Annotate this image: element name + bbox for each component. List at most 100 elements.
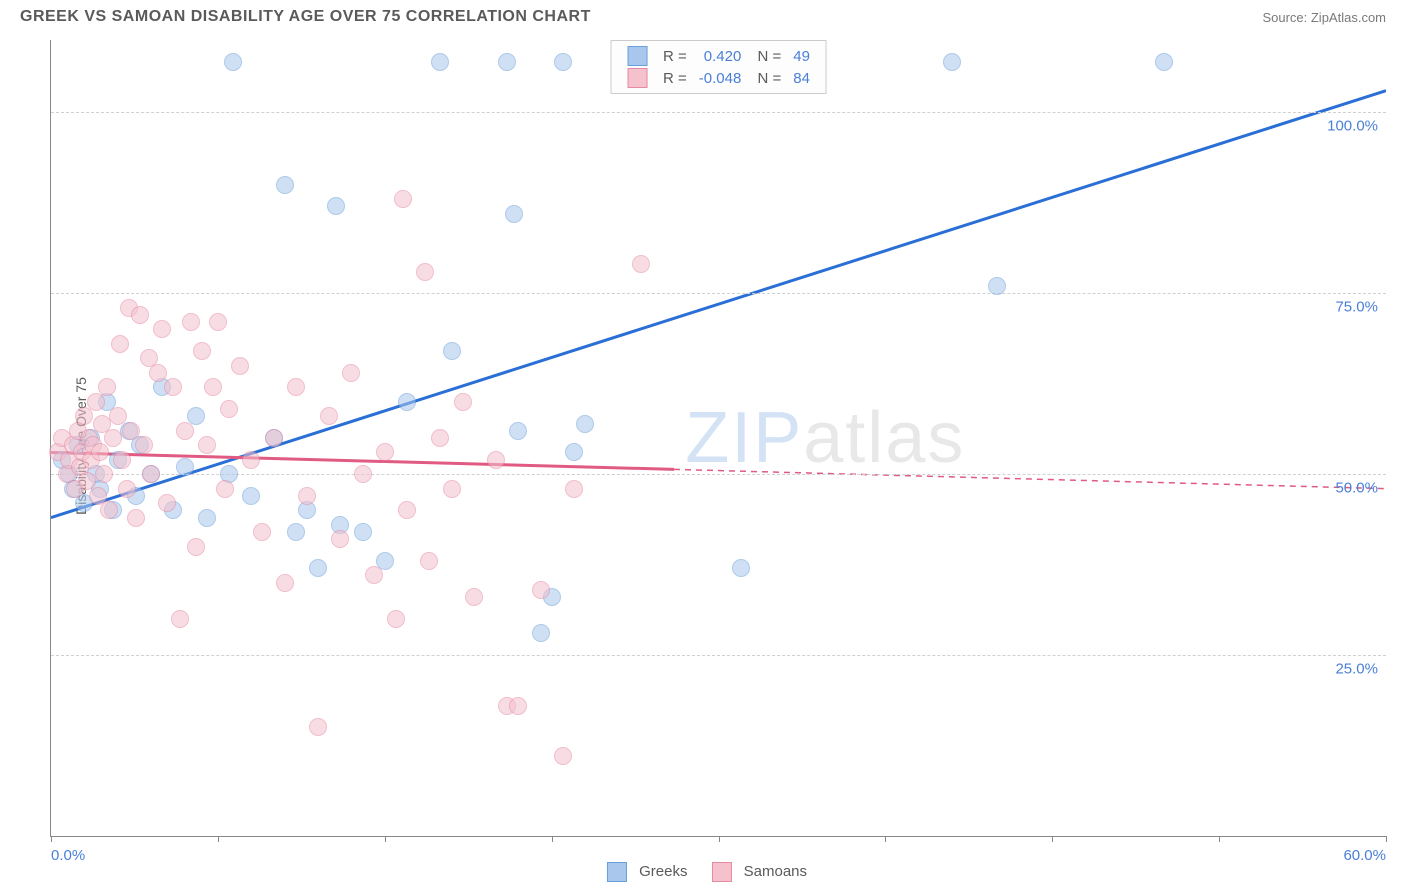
gridline bbox=[51, 293, 1386, 294]
data-point bbox=[164, 378, 182, 396]
data-point bbox=[122, 422, 140, 440]
data-point bbox=[224, 53, 242, 71]
data-point bbox=[95, 465, 113, 483]
data-point bbox=[398, 393, 416, 411]
data-point bbox=[465, 588, 483, 606]
gridline bbox=[51, 112, 1386, 113]
data-point bbox=[354, 465, 372, 483]
data-point bbox=[231, 357, 249, 375]
data-point bbox=[443, 342, 461, 360]
data-point bbox=[988, 277, 1006, 295]
data-point bbox=[331, 530, 349, 548]
data-point bbox=[187, 538, 205, 556]
data-point bbox=[91, 443, 109, 461]
data-point bbox=[100, 501, 118, 519]
data-point bbox=[576, 415, 594, 433]
data-point bbox=[75, 407, 93, 425]
data-point bbox=[532, 581, 550, 599]
data-point bbox=[431, 429, 449, 447]
y-tick-label: 25.0% bbox=[1335, 661, 1378, 678]
data-point bbox=[376, 443, 394, 461]
data-point bbox=[198, 436, 216, 454]
legend-item: Greeks bbox=[599, 863, 688, 880]
data-point bbox=[554, 53, 572, 71]
data-point bbox=[394, 190, 412, 208]
data-point bbox=[365, 566, 383, 584]
data-point bbox=[176, 458, 194, 476]
data-point bbox=[431, 53, 449, 71]
data-point bbox=[420, 552, 438, 570]
data-point bbox=[265, 429, 283, 447]
data-point bbox=[565, 480, 583, 498]
data-point bbox=[298, 487, 316, 505]
data-point bbox=[320, 407, 338, 425]
legend-item: Samoans bbox=[703, 863, 807, 880]
x-tick bbox=[218, 836, 219, 842]
gridline bbox=[51, 655, 1386, 656]
data-point bbox=[127, 509, 145, 527]
x-tick bbox=[552, 836, 553, 842]
data-point bbox=[309, 718, 327, 736]
y-tick-label: 50.0% bbox=[1335, 480, 1378, 497]
data-point bbox=[287, 523, 305, 541]
data-point bbox=[242, 487, 260, 505]
data-point bbox=[216, 480, 234, 498]
x-tick-label: 60.0% bbox=[1343, 847, 1386, 864]
data-point bbox=[98, 378, 116, 396]
data-point bbox=[532, 624, 550, 642]
data-point bbox=[327, 197, 345, 215]
data-point bbox=[554, 747, 572, 765]
data-point bbox=[276, 574, 294, 592]
data-point bbox=[253, 523, 271, 541]
data-point bbox=[943, 53, 961, 71]
data-point bbox=[732, 559, 750, 577]
x-tick bbox=[51, 836, 52, 842]
data-point bbox=[111, 335, 129, 353]
data-point bbox=[487, 451, 505, 469]
data-point bbox=[142, 465, 160, 483]
data-point bbox=[182, 313, 200, 331]
data-point bbox=[118, 480, 136, 498]
x-tick bbox=[719, 836, 720, 842]
data-point bbox=[171, 610, 189, 628]
y-tick-label: 100.0% bbox=[1327, 118, 1378, 135]
data-point bbox=[416, 263, 434, 281]
y-tick-label: 75.0% bbox=[1335, 299, 1378, 316]
data-point bbox=[387, 610, 405, 628]
x-tick bbox=[1219, 836, 1220, 842]
chart-title: GREEK VS SAMOAN DISABILITY AGE OVER 75 C… bbox=[20, 8, 591, 26]
correlation-legend: R =0.420 N =49R =-0.048 N =84 bbox=[610, 40, 827, 94]
data-point bbox=[454, 393, 472, 411]
data-point bbox=[498, 53, 516, 71]
gridline bbox=[51, 474, 1386, 475]
x-tick-label: 0.0% bbox=[51, 847, 85, 864]
data-point bbox=[109, 407, 127, 425]
chart-plot-area: ZIPatlas R =0.420 N =49R =-0.048 N =84 2… bbox=[50, 40, 1386, 837]
data-point bbox=[131, 306, 149, 324]
data-point bbox=[565, 443, 583, 461]
series-legend: Greeks Samoans bbox=[591, 862, 815, 882]
data-point bbox=[193, 342, 211, 360]
data-point bbox=[342, 364, 360, 382]
data-point bbox=[509, 697, 527, 715]
data-point bbox=[309, 559, 327, 577]
data-point bbox=[509, 422, 527, 440]
data-point bbox=[104, 429, 122, 447]
data-point bbox=[209, 313, 227, 331]
legend-row: R =-0.048 N =84 bbox=[621, 67, 816, 89]
data-point bbox=[242, 451, 260, 469]
data-point bbox=[505, 205, 523, 223]
watermark: ZIPatlas bbox=[685, 397, 965, 479]
data-point bbox=[87, 393, 105, 411]
data-point bbox=[398, 501, 416, 519]
x-tick bbox=[385, 836, 386, 842]
x-tick bbox=[1386, 836, 1387, 842]
data-point bbox=[176, 422, 194, 440]
source-label: Source: ZipAtlas.com bbox=[1262, 10, 1386, 25]
data-point bbox=[204, 378, 222, 396]
data-point bbox=[113, 451, 131, 469]
data-point bbox=[287, 378, 305, 396]
data-point bbox=[632, 255, 650, 273]
data-point bbox=[149, 364, 167, 382]
legend-row: R =0.420 N =49 bbox=[621, 45, 816, 67]
